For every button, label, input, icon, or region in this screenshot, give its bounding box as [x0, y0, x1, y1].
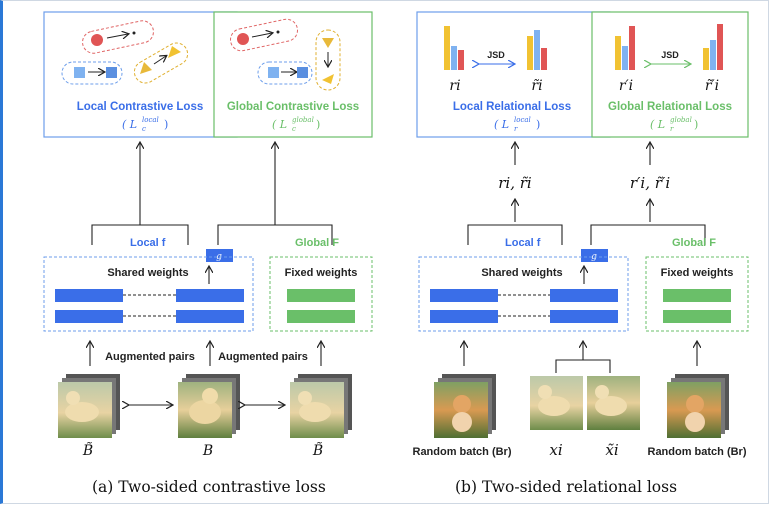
cat-image-stack-right: [667, 374, 729, 438]
svg-text:c: c: [292, 125, 296, 133]
b-center-label: B: [202, 443, 213, 459]
r-i-prime-label: r′i: [619, 78, 633, 94]
svg-text:r: r: [670, 125, 674, 133]
fixed-weights-label: Fixed weights: [285, 267, 358, 279]
svg-text:( L: ( L: [650, 118, 665, 131]
local-relation-outputs-label: ri, r̃i: [498, 174, 532, 192]
cat-image-stack-left: [434, 374, 496, 438]
global-relational-bar-charts: [615, 24, 723, 70]
b-tilde-right-label: B̃: [312, 441, 323, 459]
global-relation-outputs-label: r′i, r̃′i: [630, 174, 670, 192]
local-relational-loss-title: Local Relational Loss: [453, 101, 571, 113]
svg-text:( L: ( L: [122, 118, 137, 131]
r-i-tilde-label: r̃i: [531, 78, 542, 94]
augmented-pairs-label-2: Augmented pairs: [218, 351, 308, 363]
svg-text:( L: ( L: [494, 118, 509, 131]
svg-text:global: global: [670, 116, 692, 124]
caption-left: (a) Two-sided contrastive loss: [92, 478, 326, 496]
shared-weights-label: Shared weights: [107, 267, 188, 279]
random-batch-left-label: Random batch (Br): [413, 446, 512, 458]
local-f-label: Local f: [130, 237, 166, 249]
global-relational-loss-title: Global Relational Loss: [608, 101, 732, 113]
local-contrastive-loss-box: [43, 11, 238, 138]
local-contrastive-loss-formula: ( L c local ): [122, 116, 168, 133]
global-contrastive-loss-formula: ( L c global ): [272, 116, 320, 133]
shared-weights-box: [43, 256, 254, 332]
svg-text:global: global: [292, 116, 314, 124]
local-contrastive-illustration: [61, 20, 189, 85]
jsd-label-local: JSD: [487, 50, 505, 60]
dog-image-stack-left: [58, 374, 120, 438]
shared-weights-box-right: [418, 256, 629, 332]
fixed-weights-label-right: Fixed weights: [661, 267, 734, 279]
g-projection-box: [206, 249, 233, 262]
global-relational-loss-formula: ( L r global ): [650, 116, 698, 133]
svg-text:local: local: [514, 116, 531, 124]
dog-image-stack-center: [178, 374, 240, 438]
dog-image-stack-right: [290, 374, 352, 438]
svg-text:( L: ( L: [272, 118, 287, 131]
svg-text:): ): [536, 118, 540, 131]
svg-text:r: r: [514, 125, 518, 133]
b-tilde-left-label: B̃: [82, 441, 93, 459]
random-batch-right-label: Random batch (Br): [648, 446, 747, 458]
caption-right: (b) Two-sided relational loss: [455, 478, 678, 496]
fixed-weights-box-right: [645, 256, 749, 332]
global-bracket-right: [590, 224, 706, 245]
local-relational-loss-formula: ( L r local ): [494, 116, 540, 133]
global-f-label: Global F: [295, 237, 339, 249]
local-bracket-right: [467, 224, 563, 245]
shared-weights-label-right: Shared weights: [481, 267, 562, 279]
r-i-prime-tilde-label: r̃′i: [705, 78, 719, 94]
svg-text:): ): [316, 118, 320, 131]
global-contrastive-illustration: [230, 18, 341, 91]
dog-image-xi: [530, 376, 583, 430]
x-i-label: xi: [549, 441, 562, 459]
svg-text:c: c: [142, 125, 146, 133]
r-i-label: ri: [449, 78, 460, 94]
dog-image-xi-tilde: [587, 376, 640, 430]
global-f-label-right: Global F: [672, 237, 716, 249]
svg-text:): ): [164, 118, 168, 131]
x-i-tilde-label: x̃i: [605, 441, 618, 459]
local-f-label-right: Local f: [505, 237, 541, 249]
fixed-weights-box: [269, 256, 373, 332]
svg-text:local: local: [142, 116, 159, 124]
global-contrastive-loss-title: Global Contrastive Loss: [227, 101, 359, 113]
augmented-pairs-label-1: Augmented pairs: [105, 351, 195, 363]
local-contrastive-loss-title: Local Contrastive Loss: [77, 101, 204, 113]
local-relational-bar-charts: [444, 26, 547, 70]
g-projection-box-right: [581, 249, 608, 262]
jsd-label-global: JSD: [661, 50, 679, 60]
svg-text:): ): [694, 118, 698, 131]
